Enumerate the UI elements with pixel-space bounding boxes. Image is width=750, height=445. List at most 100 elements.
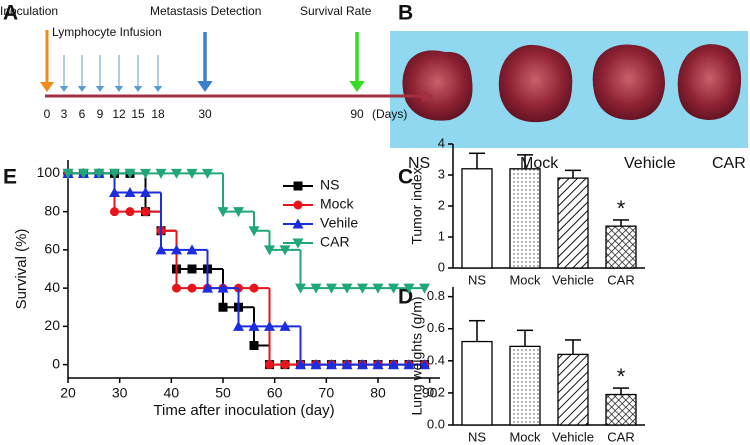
event-arrowhead [77,86,87,92]
legend-marker [293,181,303,191]
bar [605,225,637,269]
series [68,172,425,290]
legend-label: Vehile [320,215,358,231]
photo-label: CAR [712,155,746,172]
timeline-tick-label: 15 [131,107,145,121]
event-arrowhead [197,81,213,92]
marker [187,283,197,293]
x-tick-label: Mock [509,429,541,444]
x-tick-label: 70 [319,385,335,401]
panel-label: C [398,166,413,189]
marker [233,207,244,218]
marker [419,283,430,294]
x-tick-label: CAR [607,429,634,444]
marker [310,283,322,294]
x-tick-label: 60 [267,385,283,401]
y-tick-label: 3 [438,166,445,181]
marker [388,283,399,294]
marker [419,359,430,370]
legend-marker [292,218,304,229]
marker [155,244,167,255]
x-tick-label: 90 [422,385,438,401]
bar [461,168,493,269]
event-arrowhead [349,81,365,92]
marker [110,207,119,217]
timeline-tick-label: 18 [151,107,165,121]
photo-label: NS [408,155,430,172]
timeline-tick-label: 30 [198,107,212,121]
legend-label: Mock [320,196,354,212]
marker [295,359,306,370]
bar [605,393,637,426]
marker [248,226,260,237]
marker [124,187,136,198]
series [68,172,425,366]
timeline-tick-label: 0 [44,107,51,121]
panel-label: E [3,166,17,189]
marker [141,207,150,217]
timeline-arrowhead [422,90,434,102]
y-tick-label: 0.2 [427,384,445,399]
y-axis-title: Tumor index [409,167,425,244]
photo-specimens [402,44,742,123]
timeline-unit: (Days) [372,107,407,121]
marker [186,244,198,255]
x-tick-label: 40 [164,385,180,401]
marker [279,245,291,256]
series [68,172,425,366]
y-tick-label: 4 [438,135,445,150]
annotation: * [617,364,626,389]
marker [140,168,151,179]
event-arrowhead [40,82,54,92]
event-label: Survival Rate [300,4,372,18]
marker [187,264,197,274]
y-tick-label: 0.6 [427,320,445,335]
x-tick-label: Vehicle [552,272,594,287]
marker [125,207,135,217]
x-axis-title: Time after inoculation (day) [153,402,334,419]
y-tick-label: 0.0 [427,416,445,431]
x-tick-label: 50 [215,385,231,401]
timeline-tick-label: 3 [61,107,68,121]
y-tick-label: 1 [438,228,445,243]
legend-marker [293,200,303,210]
x-tick-label: CAR [607,272,634,287]
bar [461,340,493,426]
event-arrowhead [59,86,69,92]
y-tick-label: 0.4 [427,352,445,367]
marker [372,283,384,294]
bar [509,168,541,269]
marker [280,360,290,370]
marker [155,168,167,179]
marker [217,207,229,218]
marker [217,282,229,293]
y-tick-label: 40 [44,279,60,295]
event-arrowhead [153,86,163,92]
marker [62,168,74,179]
legend-label: CAR [320,234,350,250]
bar [557,177,589,269]
timeline-tick-label: 9 [97,107,104,121]
panel-label: A [3,2,18,25]
y-tick-label: 2 [438,197,445,212]
marker [109,168,120,179]
bar [557,353,589,426]
event-label: Inoculation [0,4,58,18]
timeline-tick-label: 12 [112,107,126,121]
marker [357,283,368,294]
x-tick-label: 80 [370,385,386,401]
marker [171,168,182,179]
marker [78,168,89,179]
marker [372,359,384,370]
marker [124,168,136,179]
marker [403,283,415,294]
y-tick-label: 0 [52,355,60,371]
marker [202,282,213,293]
marker [140,187,151,198]
x-tick-label: 20 [60,385,76,401]
legend-label: NS [320,177,339,193]
bar [509,345,541,426]
photo-label: Vehicle [624,155,676,172]
marker [265,360,274,370]
